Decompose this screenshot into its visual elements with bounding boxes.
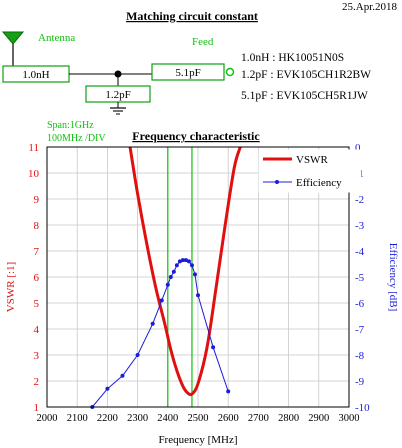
y-left-tick-label: 7 (34, 246, 40, 258)
y-right-tick-label: -3 (355, 220, 365, 232)
y-right-tick-label: -4 (355, 246, 365, 258)
efficiency-point (120, 373, 125, 378)
vswr-series-line (128, 147, 242, 397)
part-line-3: 5.1pF : EVK105CH5R1JW (241, 90, 368, 102)
y-left-tick-label: 11 (28, 142, 39, 154)
chart-series (90, 147, 242, 409)
legend-box (258, 149, 362, 193)
y-right-tick-label: -5 (355, 272, 365, 284)
y-left-tick-label: 6 (34, 272, 40, 284)
efficiency-point (165, 282, 170, 287)
plot-frame (46, 146, 350, 408)
y-right-tick-label: -6 (355, 298, 365, 310)
y-right-tick-label: -8 (355, 350, 365, 362)
x-tick-label: 2700 (248, 413, 269, 424)
part-line-1: 1.0nH : HK10051N0S (241, 52, 344, 64)
y-right-tick-label: -10 (355, 402, 370, 414)
legend: VSWR Efficiency (258, 149, 362, 193)
efficiency-point (105, 386, 110, 391)
y-axis-left-label: VSWR [:1] (5, 262, 17, 312)
efficiency-point (168, 275, 173, 279)
y-left-tick-label: 5 (34, 298, 40, 310)
feed-port-icon (225, 67, 235, 77)
x-tick-label: 2100 (67, 413, 88, 424)
x-tick-label: 2400 (157, 413, 178, 424)
shunt-capacitor-label: 1.2pF (105, 89, 130, 101)
legend-vswr-label: VSWR (296, 154, 328, 166)
efficiency-point (135, 353, 140, 357)
legend-efficiency-label: Efficiency (296, 177, 342, 189)
span-label: Span:1GHz (47, 120, 94, 131)
inductor-label: 1.0nH (22, 69, 49, 81)
y-axis-right-label: Efficiency [dB] (387, 243, 399, 312)
efficiency-point (177, 259, 182, 264)
circuit-title: Matching circuit constant (126, 9, 258, 23)
x-tick-label: 2300 (127, 413, 148, 424)
antenna-icon (1, 31, 25, 66)
ground-icon (110, 102, 126, 115)
feed-label: Feed (192, 36, 214, 48)
x-tick-label: 2000 (37, 413, 58, 424)
part-line-2: 1.2pF : EVK105CH1R2BW (241, 69, 371, 81)
y-right-tick-label: -7 (355, 324, 365, 336)
x-tick-label: 3000 (339, 413, 360, 424)
y-left-tick-label: 10 (28, 168, 40, 180)
band-markers (167, 147, 193, 407)
x-tick-label: 2600 (218, 413, 239, 424)
legend-efficiency-marker (275, 180, 279, 184)
efficiency-point (211, 345, 216, 350)
chart-ticks: 2000 2100 2200 2300 2400 2500 2600 2700 2800 2900… (28, 142, 370, 424)
y-right-tick-label: 0 (355, 142, 361, 154)
y-left-tick-label: 9 (34, 194, 40, 206)
y-left-tick-label: 3 (34, 350, 40, 362)
x-axis-label: Frequency [MHz] (158, 434, 237, 446)
y-right-tick-label: -9 (355, 376, 365, 388)
efficiency-point (180, 258, 185, 263)
efficiency-point (186, 259, 191, 264)
x-tick-label: 2800 (278, 413, 299, 424)
efficiency-series-line (91, 259, 229, 407)
efficiency-point (159, 298, 164, 303)
x-tick-label: 2200 (97, 413, 118, 424)
capacitor-label: 5.1pF (175, 67, 200, 79)
chart-title: Frequency characteristic (132, 129, 260, 143)
efficiency-point (196, 293, 200, 298)
y-left-tick-label: 1 (34, 402, 40, 414)
efficiency-point (174, 263, 179, 268)
capacitor-box (151, 63, 225, 81)
efficiency-point (183, 258, 188, 263)
efficiency-point (150, 321, 155, 326)
x-tick-label: 2900 (308, 413, 329, 424)
x-tick-label: 2500 (188, 413, 209, 424)
date-label: 25.Apr.2018 (342, 1, 398, 13)
y-right-tick-label: -2 (355, 194, 364, 206)
antenna-label: Antenna (38, 32, 75, 44)
y-left-tick-label: 2 (34, 376, 40, 388)
div-label: 100MHz /DIV (47, 133, 106, 144)
chart-grid (47, 147, 349, 407)
efficiency-point (171, 269, 176, 274)
y-left-tick-label: 4 (34, 324, 40, 336)
efficiency-point (192, 272, 197, 277)
efficiency-point (226, 389, 231, 394)
efficiency-point (189, 263, 194, 268)
y-left-tick-label: 8 (34, 220, 40, 232)
